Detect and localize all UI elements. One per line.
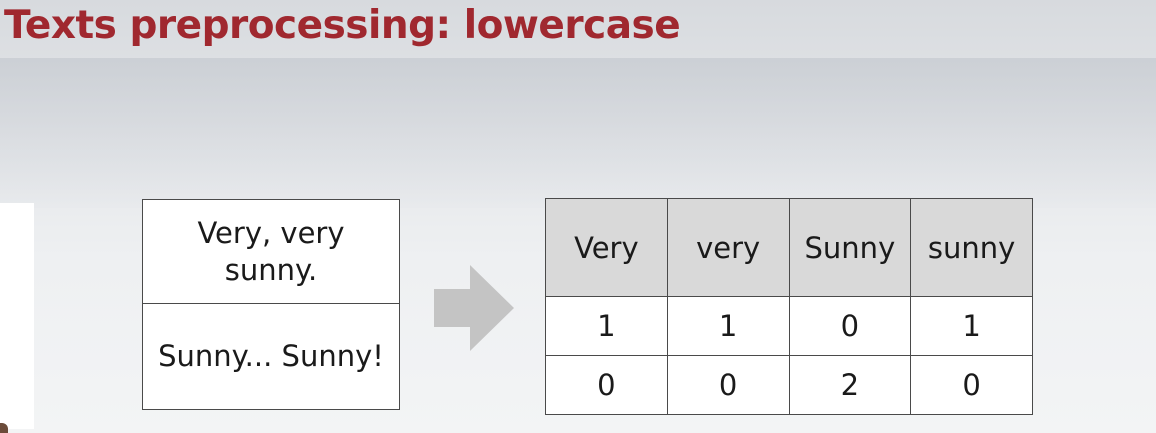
matrix-cell: 0 bbox=[788, 296, 912, 356]
count-matrix: Very very Sunny sunny 1 1 0 1 0 0 2 0 bbox=[545, 198, 1033, 415]
matrix-cell: 1 bbox=[545, 296, 668, 356]
background-band bbox=[0, 58, 1156, 208]
matrix-row: 1 1 0 1 bbox=[545, 296, 1033, 356]
text-cell-1: Very, very sunny. bbox=[143, 200, 399, 304]
text-1-line-1: Very, very bbox=[197, 215, 345, 250]
matrix-row: 0 0 2 0 bbox=[545, 355, 1033, 415]
text-cell-2: Sunny... Sunny! bbox=[143, 304, 399, 409]
text-2-line-1: Sunny... Sunny! bbox=[158, 339, 384, 373]
matrix-header: very bbox=[666, 198, 790, 297]
texts-box: Very, very sunny. Sunny... Sunny! bbox=[142, 199, 400, 410]
arrow-right-icon bbox=[434, 265, 514, 351]
matrix-cell: 1 bbox=[910, 296, 1033, 356]
left-panel-edge bbox=[0, 203, 34, 429]
matrix-cell: 0 bbox=[545, 355, 668, 415]
matrix-cell: 2 bbox=[788, 355, 912, 415]
matrix-cell: 0 bbox=[666, 355, 790, 415]
text-1-line-2: sunny. bbox=[224, 252, 318, 287]
matrix-header-row: Very very Sunny sunny bbox=[545, 198, 1033, 297]
matrix-cell: 1 bbox=[666, 296, 790, 356]
slide-title: Texts preprocessing: lowercase bbox=[4, 3, 681, 48]
matrix-header: Sunny bbox=[788, 198, 912, 297]
matrix-header: sunny bbox=[910, 198, 1033, 297]
left-corner-mark bbox=[0, 423, 8, 433]
matrix-cell: 0 bbox=[910, 355, 1033, 415]
matrix-header: Very bbox=[545, 198, 668, 297]
